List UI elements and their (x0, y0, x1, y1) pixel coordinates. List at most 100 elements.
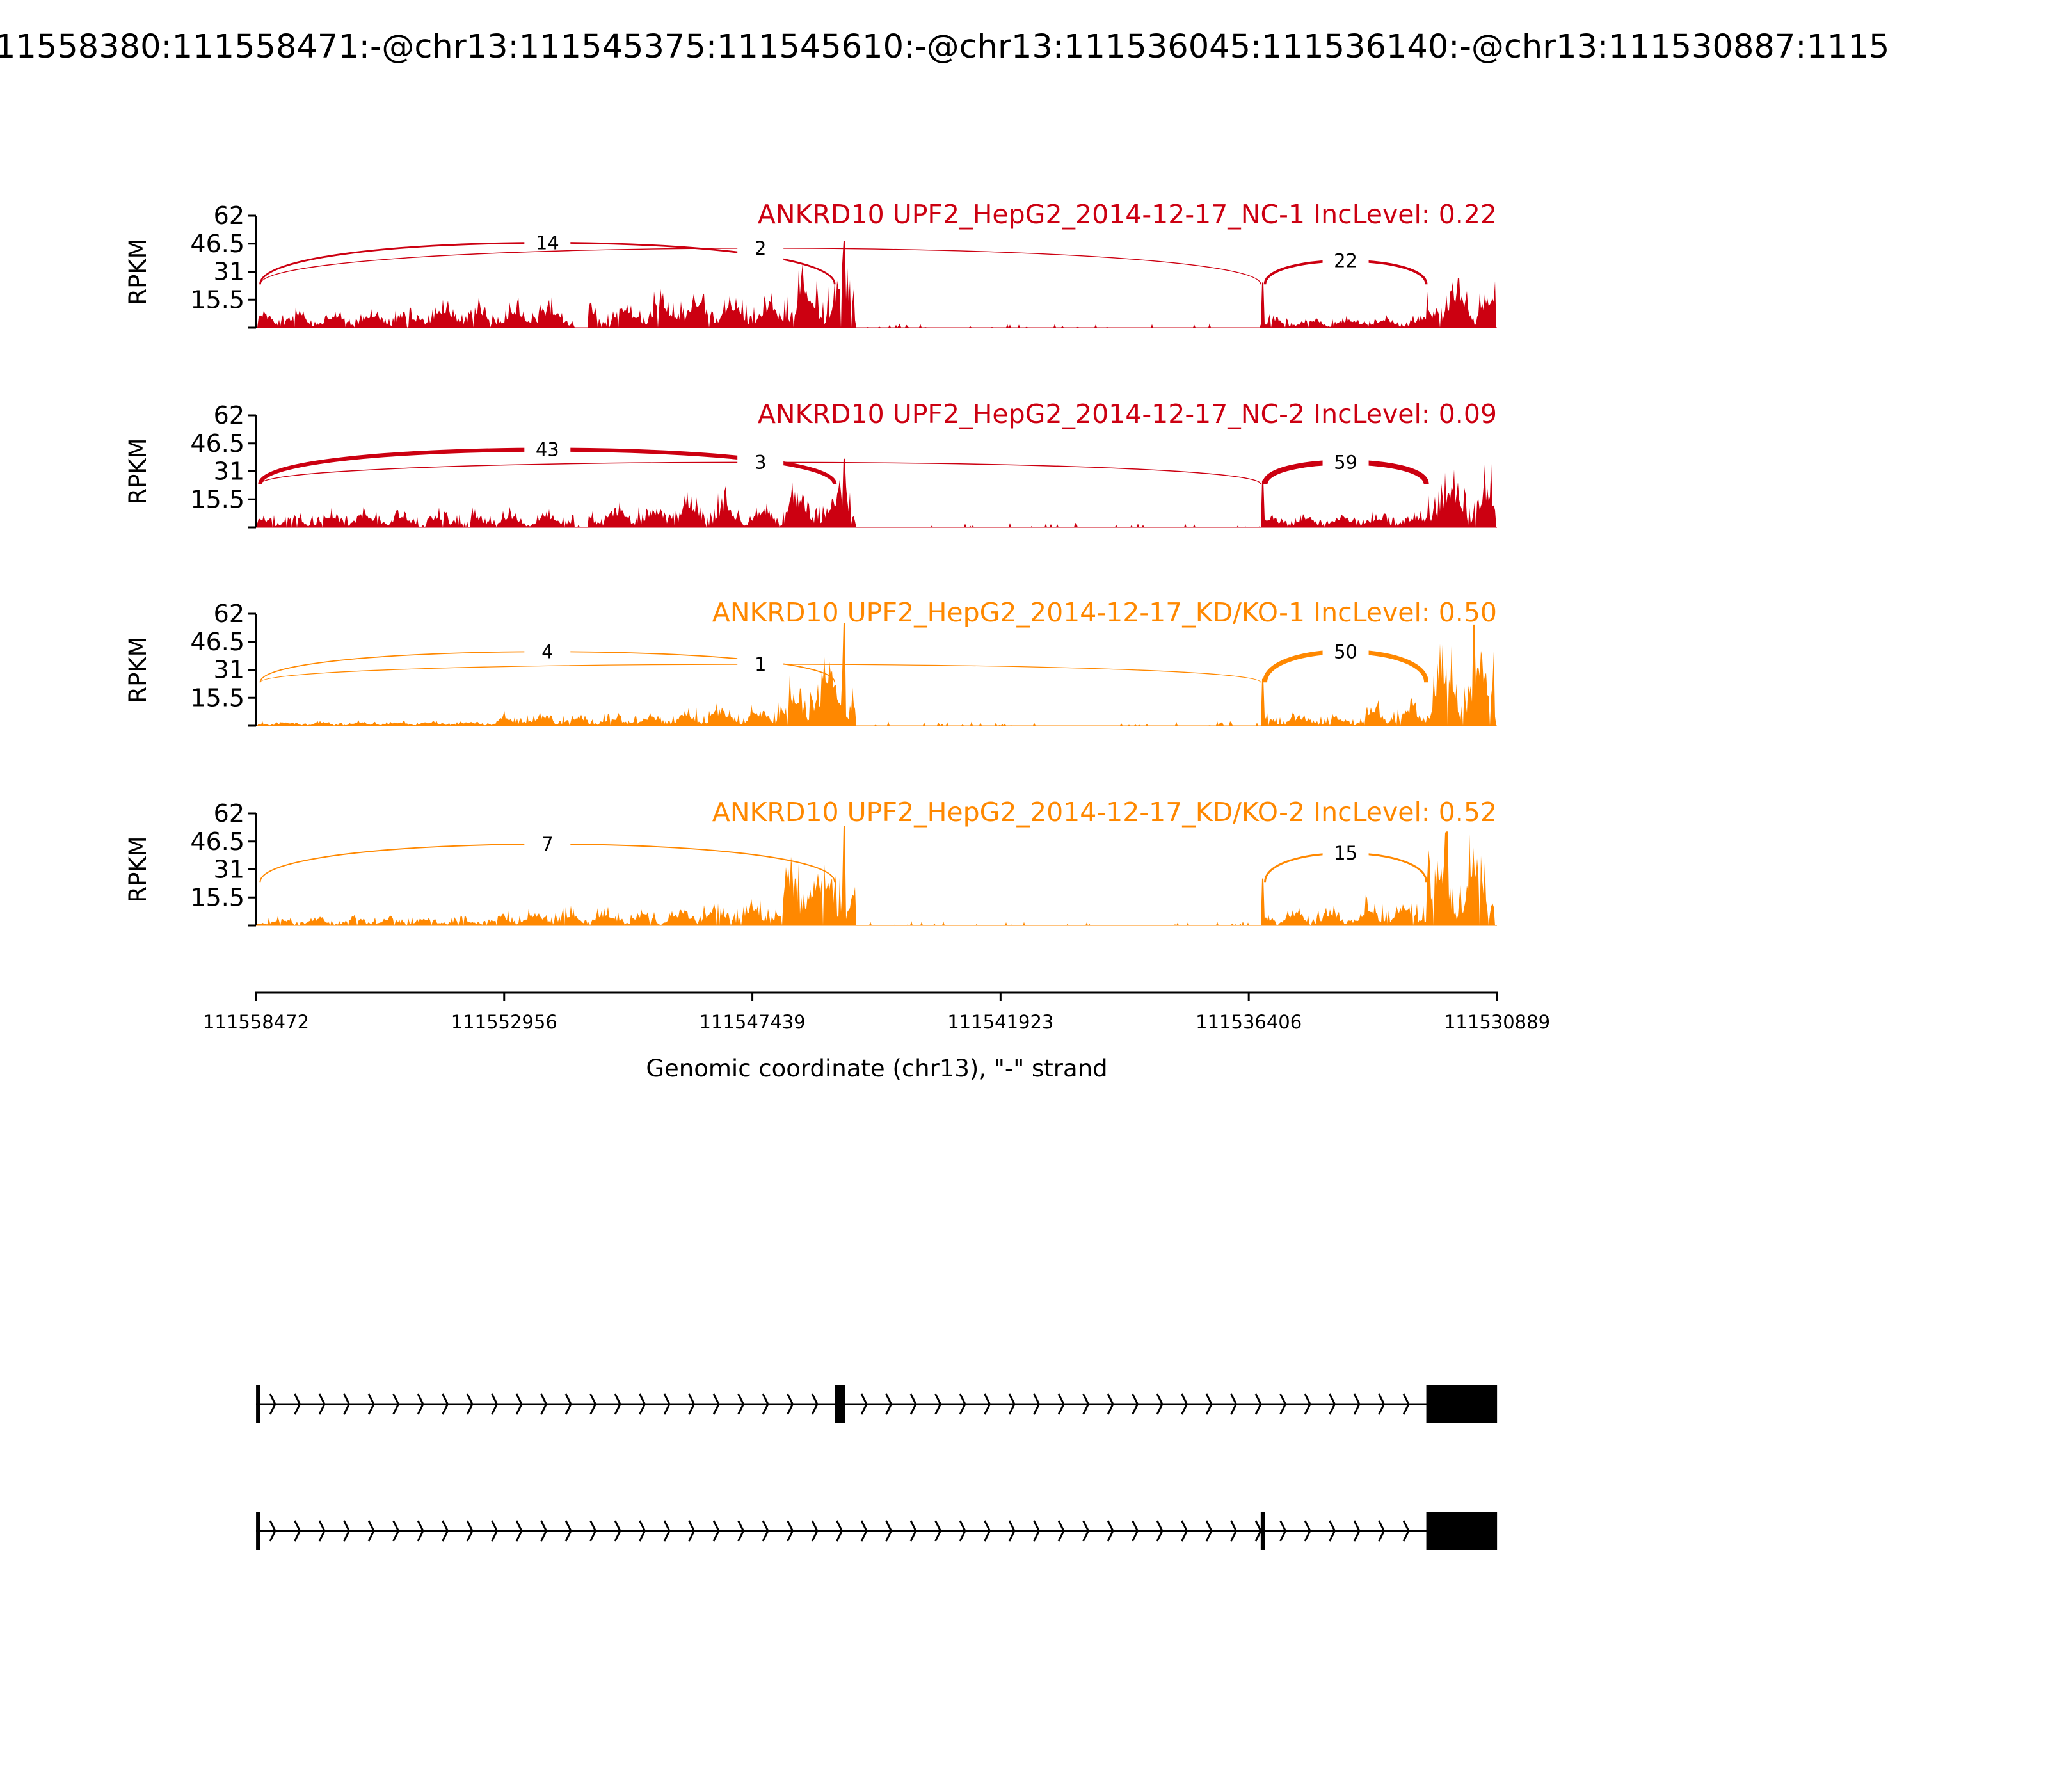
strand-arrow-icon (1353, 1520, 1361, 1542)
strand-arrow-icon (959, 1393, 966, 1415)
strand-arrow-icon (663, 1520, 671, 1542)
strand-arrow-icon (343, 1520, 351, 1542)
junction-count-label: 22 (1334, 250, 1357, 272)
y-tick-label: 46.5 (190, 429, 244, 458)
junction-count-label: 14 (536, 232, 559, 253)
strand-arrow-icon (909, 1520, 917, 1542)
strand-arrow-icon (1033, 1520, 1041, 1542)
x-tick-label: 111536406 (1196, 1011, 1302, 1033)
strand-arrow-icon (860, 1393, 868, 1415)
strand-arrow-icon (984, 1393, 991, 1415)
strand-arrow-icon (1230, 1393, 1238, 1415)
junction-label-box (524, 831, 571, 857)
strand-arrow-icon (1156, 1393, 1164, 1415)
strand-arrow-icon (1205, 1520, 1213, 1542)
junction-label-box (1322, 449, 1369, 476)
y-tick-label: 31 (214, 656, 244, 684)
strand-arrow-icon (639, 1520, 646, 1542)
strand-arrow-icon (442, 1520, 449, 1542)
sample-title: ANKRD10 UPF2_HepG2_2014-12-17_KD/KO-1 In… (712, 597, 1497, 628)
strand-arrow-icon (1082, 1520, 1090, 1542)
y-axis-label: RPKM (124, 636, 152, 703)
transcript-track (256, 1385, 1498, 1423)
strand-arrow-icon (564, 1520, 572, 1542)
junction-count-label: 4 (541, 641, 553, 662)
strand-arrow-icon (1205, 1393, 1213, 1415)
y-tick-label: 15.5 (190, 684, 244, 712)
strand-arrow-icon (1057, 1393, 1065, 1415)
strand-arrow-icon (392, 1520, 400, 1542)
y-tick-label: 62 (214, 401, 244, 429)
strand-arrow-icon (269, 1520, 276, 1542)
junction-count-label: 59 (1334, 451, 1357, 473)
strand-arrow-icon (934, 1393, 942, 1415)
x-tick-label: 111541923 (947, 1011, 1053, 1033)
x-tick-label: 111552956 (451, 1011, 557, 1033)
plot-title: 11558380:111558471:-@chr13:111545375:111… (0, 28, 1889, 66)
strand-arrow-icon (909, 1393, 917, 1415)
strand-arrow-icon (860, 1520, 868, 1542)
junction-count-label: 43 (536, 439, 559, 461)
strand-arrow-icon (515, 1520, 523, 1542)
transcript-track (256, 1512, 1498, 1550)
strand-arrow-icon (294, 1520, 301, 1542)
y-tick-label: 62 (214, 799, 244, 828)
exon-block (256, 1512, 260, 1550)
strand-arrow-icon (811, 1520, 819, 1542)
strand-arrow-icon (466, 1393, 474, 1415)
sample-title: ANKRD10 UPF2_HepG2_2014-12-17_NC-1 IncLe… (758, 199, 1497, 230)
strand-arrow-icon (1378, 1393, 1386, 1415)
coverage-area (256, 458, 1497, 527)
coverage-area (256, 826, 1497, 925)
y-tick-label: 31 (214, 458, 244, 486)
strand-arrow-icon (639, 1393, 646, 1415)
strand-arrow-icon (1057, 1520, 1065, 1542)
junction-label-box (524, 639, 571, 665)
strand-arrow-icon (1156, 1520, 1164, 1542)
strand-arrow-icon (737, 1520, 745, 1542)
strand-arrow-icon (589, 1393, 597, 1415)
strand-arrow-icon (1230, 1520, 1238, 1542)
strand-arrow-icon (1008, 1393, 1016, 1415)
y-tick-label: 15.5 (190, 285, 244, 314)
strand-arrow-icon (614, 1393, 621, 1415)
strand-arrow-icon (1329, 1520, 1336, 1542)
junction-count-label: 7 (541, 833, 553, 855)
junction-count-label: 15 (1334, 842, 1357, 864)
strand-arrow-icon (1304, 1520, 1311, 1542)
strand-arrow-icon (1181, 1520, 1188, 1542)
strand-arrow-icon (688, 1393, 696, 1415)
junction-count-label: 2 (755, 237, 766, 259)
strand-arrow-icon (1107, 1393, 1114, 1415)
junction-label-box (524, 436, 571, 463)
gene-tracks (256, 1385, 1498, 1550)
exon-block (835, 1385, 845, 1423)
junction-label-box (737, 449, 784, 476)
junction-label-box (737, 652, 784, 678)
strand-arrow-icon (1181, 1393, 1188, 1415)
strand-arrow-icon (1304, 1393, 1311, 1415)
strand-arrow-icon (515, 1393, 523, 1415)
sample-title: ANKRD10 UPF2_HepG2_2014-12-17_NC-2 IncLe… (758, 399, 1497, 429)
strand-arrow-icon (1402, 1520, 1410, 1542)
junction-count-label: 1 (755, 653, 766, 675)
junction-count-label: 50 (1334, 641, 1357, 662)
coverage-area (256, 241, 1497, 328)
strand-arrow-icon (1402, 1393, 1410, 1415)
x-axis-label: Genomic coordinate (chr13), "-" strand (646, 1055, 1107, 1082)
y-tick-label: 62 (214, 202, 244, 230)
strand-arrow-icon (1378, 1520, 1386, 1542)
strand-arrow-icon (836, 1520, 844, 1542)
strand-arrow-icon (564, 1393, 572, 1415)
strand-arrow-icon (737, 1393, 745, 1415)
strand-arrow-icon (589, 1520, 597, 1542)
junction-label-box (1322, 248, 1369, 274)
strand-arrow-icon (663, 1393, 671, 1415)
y-tick-label: 46.5 (190, 230, 244, 258)
y-axis-label: RPKM (124, 836, 152, 902)
sample-title: ANKRD10 UPF2_HepG2_2014-12-17_KD/KO-2 In… (712, 797, 1497, 828)
strand-arrow-icon (688, 1520, 696, 1542)
